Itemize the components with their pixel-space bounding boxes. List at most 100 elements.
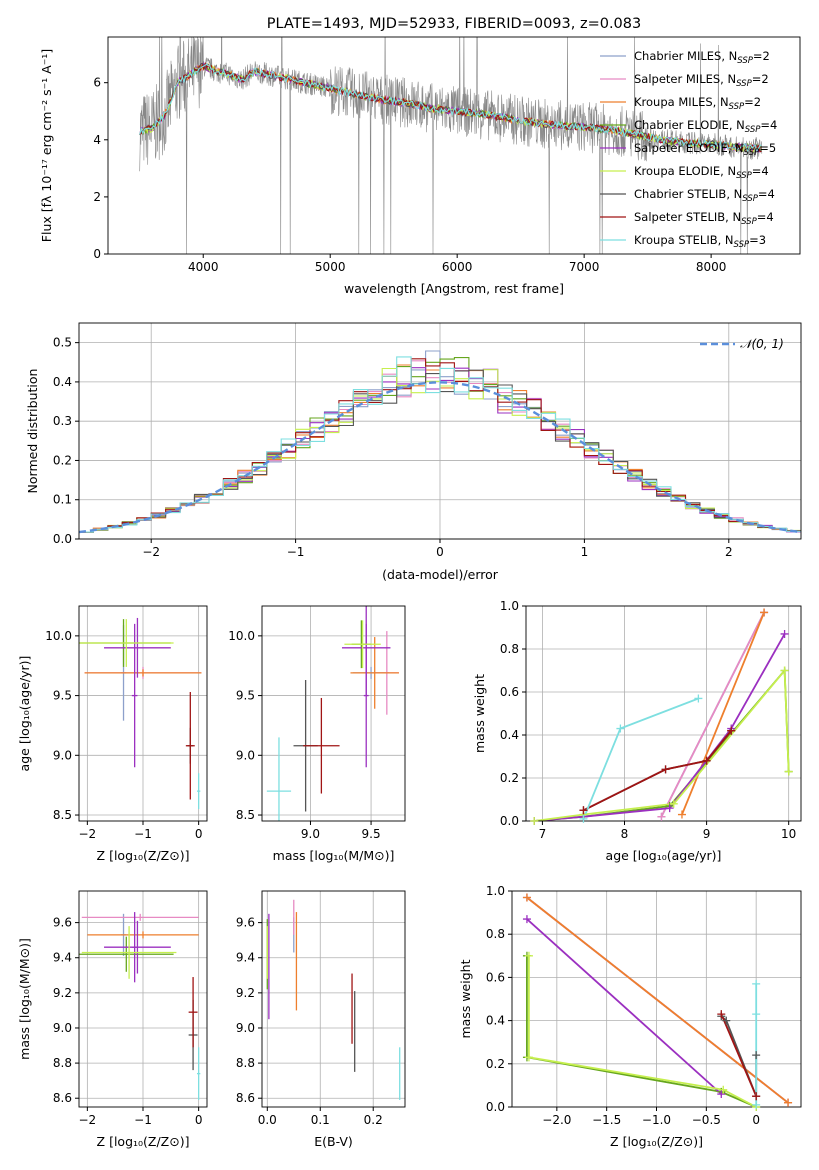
x-tick-label: −2	[142, 545, 160, 559]
panel-age_vs_z: −2 −1 0 8.5 9.0 9.5 10.0 Z [log₁₀(Z/Z⊙)] age [lo…	[17, 605, 208, 863]
y-tick-label: 0.8	[486, 927, 505, 941]
y-tick-label: 1.0	[500, 599, 519, 613]
weight-series-line	[681, 612, 765, 815]
legend-label: Salpeter ELODIE, NSSP=5	[634, 141, 776, 158]
y-tick-label: 0.3	[53, 414, 72, 428]
legend-label-main: Salpeter ELODIE, N	[634, 141, 744, 155]
weight-marker	[524, 951, 533, 960]
legend-label-suffix: =5	[759, 141, 776, 155]
y-tick-label: 0.5	[53, 336, 72, 350]
panel-residuals: −2 −1 0 1 2 0.0 0.1 0.2 0.3 0.4 0.5 𝒩(0, 1) (data-mo…	[25, 322, 802, 582]
x-tick-label: 0.1	[311, 1113, 330, 1127]
normal-curve	[79, 381, 801, 534]
y-tick-label: 0	[93, 247, 101, 261]
y-tick-label: 9.2	[236, 986, 255, 1000]
y-tick-label: 9.2	[53, 986, 72, 1000]
legend-label: Salpeter STELIB, NSSP=4	[634, 210, 774, 227]
x-tick-label: 0.0	[258, 1113, 277, 1127]
plot-area	[534, 612, 790, 821]
x-tick-label: −0.5	[692, 1113, 721, 1127]
weight-marker	[752, 979, 761, 988]
weight-marker	[579, 814, 588, 823]
panel-age_vs_mass: 9.0 9.5 8.5 9.0 9.5 10.0 mass [log₁₀(M/M⊙)]	[228, 605, 406, 863]
legend-label-suffix: =4	[760, 118, 777, 132]
weight-marker	[702, 756, 711, 765]
y-tick-label: 0.6	[486, 970, 505, 984]
weight-marker	[717, 1010, 726, 1019]
plot-area	[266, 606, 399, 821]
legend-label-suffix: =4	[757, 210, 774, 224]
weight-marker	[665, 804, 674, 813]
x-tick-label: 10	[781, 827, 796, 841]
x-axis-label: age [log₁₀(age/yr)]	[606, 848, 722, 863]
panel-mass_vs_z: −2 −1 0 8.6 8.8 9.0 9.2 9.4 9.6 Z [log₁₀(Z/Z⊙)] ma…	[17, 890, 208, 1149]
panel-weight_vs_z: −2.0 −1.5 −1.0 −0.5 0 0.0 0.2 0.4 0.6 0.8 1.0 Z [lo…	[458, 884, 802, 1149]
weight-series-line	[583, 730, 732, 812]
y-tick-label: 2	[93, 190, 101, 204]
y-tick-label: 0.4	[500, 728, 519, 742]
legend-label-suffix: =4	[758, 187, 775, 201]
legend-label: Kroupa STELIB, NSSP=3	[634, 233, 766, 250]
y-tick-label: 8.8	[53, 1056, 72, 1070]
panel-weight_vs_age: 7 8 9 10 0.0 0.2 0.4 0.6 0.8 1.0 age [log₁₀(age/yr…	[472, 599, 802, 863]
weight-marker	[780, 666, 789, 675]
weight-series-line	[720, 1013, 758, 1097]
legend-label-suffix: =4	[752, 164, 769, 178]
weight-marker	[752, 1100, 761, 1109]
y-tick-label: 9.6	[53, 916, 72, 930]
legend-label-sub: SSP	[736, 79, 752, 89]
y-tick-label: 8.6	[53, 1091, 72, 1105]
x-tick-label: −2	[78, 827, 96, 841]
x-tick-label: −1	[134, 827, 152, 841]
y-tick-label: 0.0	[53, 532, 72, 546]
x-tick-label: 8	[621, 827, 629, 841]
y-tick-label: 9.0	[53, 748, 72, 762]
weight-marker	[677, 810, 686, 819]
y-tick-label: 10.0	[45, 629, 72, 643]
weight-series-line	[660, 612, 765, 818]
legend-label-main: Kroupa STELIB, N	[634, 233, 734, 247]
legend-label: Kroupa ELODIE, NSSP=4	[634, 164, 769, 181]
y-tick-label: 9.0	[236, 748, 255, 762]
y-axis-label: Normed distribution	[25, 369, 40, 494]
x-tick-label: 7	[539, 827, 547, 841]
legend-label-sub: SSP	[741, 217, 757, 227]
weight-marker	[579, 806, 588, 815]
legend-label-main: Salpeter MILES, N	[634, 72, 736, 86]
y-tick-label: 9.0	[53, 1021, 72, 1035]
weight-marker	[522, 893, 531, 902]
legend-label-sub: SSP	[734, 240, 750, 250]
x-tick-label: −1	[287, 545, 305, 559]
y-tick-label: 9.5	[53, 689, 72, 703]
legend-label-suffix: =2	[744, 95, 761, 109]
legend-label-sub: SSP	[737, 56, 753, 66]
weight-marker	[784, 767, 793, 776]
plot-area	[139, 37, 763, 254]
model-spectrum-line	[139, 63, 762, 153]
plot-area	[266, 899, 401, 1100]
x-tick-label: 9.5	[362, 827, 381, 841]
x-tick-label: 9	[703, 827, 711, 841]
weight-marker	[522, 915, 531, 924]
y-tick-label: 0.4	[53, 375, 72, 389]
plot-area	[526, 896, 789, 1107]
panel-spectrum: 4000 5000 6000 7000 8000 0 2 4 6 PLATE=1493, MJD=…	[39, 16, 801, 296]
x-tick-label: 6000	[442, 260, 473, 274]
legend-label-sub: SSP	[745, 125, 761, 135]
y-tick-label: 9.4	[236, 951, 255, 965]
chart-title: PLATE=1493, MJD=52933, FIBERID=0093, z=0…	[267, 16, 641, 32]
weight-marker	[780, 629, 789, 638]
x-tick-label: −1.5	[592, 1113, 621, 1127]
x-tick-label: 9.0	[301, 827, 320, 841]
plot-area	[79, 912, 201, 1100]
weight-marker	[616, 724, 625, 733]
y-tick-label: 9.0	[236, 1021, 255, 1035]
x-axis-label: E(B-V)	[314, 1134, 353, 1149]
legend-label-suffix: =2	[753, 49, 770, 63]
weight-marker	[752, 1010, 761, 1019]
legend-label: Salpeter MILES, NSSP=2	[634, 72, 769, 89]
y-tick-label: 9.6	[236, 916, 255, 930]
x-axis-label: Z [log₁₀(Z/Z⊙)]	[97, 1134, 190, 1149]
